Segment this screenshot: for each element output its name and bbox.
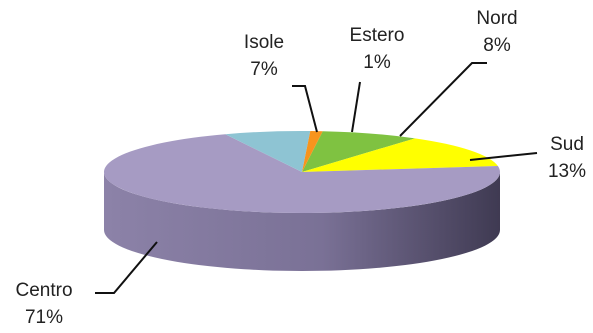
leader-lines (95, 62, 538, 294)
category-label-estero: Estero (350, 25, 405, 46)
leader-line-centro (95, 241, 158, 294)
pie-slice-isole (225, 131, 311, 172)
value-label-isole: 7% (250, 59, 278, 80)
leader-line-nord (399, 62, 487, 137)
pie-slice-estero (302, 131, 323, 172)
category-label-centro: Centro (15, 280, 72, 301)
pie-slice-sud (302, 138, 498, 172)
category-label-nord: Nord (476, 8, 517, 29)
slice-labels: Nord 8% Sud 13% Centro 71% Isole 7% Estero 1% (15, 8, 586, 328)
leader-line-sud (469, 152, 538, 161)
leader-line-estero (351, 81, 361, 133)
pie-slice-nord (302, 131, 416, 172)
value-label-sud: 13% (548, 161, 586, 182)
value-label-estero: 1% (363, 52, 391, 73)
value-label-centro: 71% (25, 307, 63, 328)
category-label-isole: Isole (244, 32, 284, 53)
pie-slice-centro (104, 134, 501, 213)
pie-side-wall (104, 172, 500, 271)
value-label-nord: 8% (483, 35, 511, 56)
category-label-sud: Sud (550, 134, 584, 155)
leader-line-isole (292, 85, 318, 133)
pie-side-surface (104, 172, 500, 271)
pie-slices (104, 131, 501, 213)
